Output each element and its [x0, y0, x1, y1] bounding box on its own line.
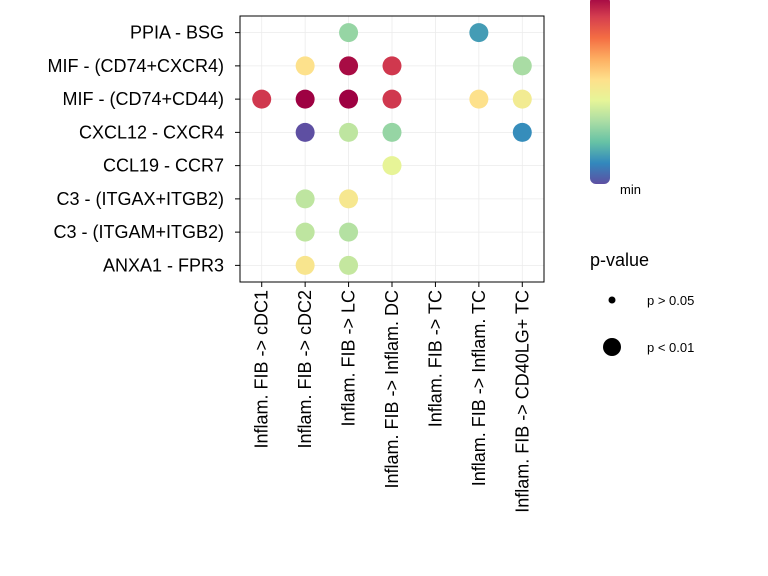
- data-point: [295, 122, 315, 142]
- y-tick-label: MIF - (CD74+CXCR4): [47, 56, 224, 76]
- y-tick-label: ANXA1 - FPR3: [103, 255, 224, 275]
- data-point: [382, 156, 402, 176]
- size-legend-label-small: p > 0.05: [647, 293, 694, 308]
- y-axis: PPIA - BSG MIF - (CD74+CXCR4) MIF - (CD74+…: [47, 23, 240, 275]
- y-tick-label: PPIA - BSG: [130, 23, 224, 43]
- x-tick-label: Inflam. FIB -> cDC2: [295, 290, 315, 449]
- data-points: [252, 23, 532, 275]
- data-point: [295, 89, 315, 109]
- data-point: [512, 56, 532, 76]
- x-axis: Inflam. FIB -> cDC1 Inflam. FIB -> cDC2 In…: [252, 282, 532, 513]
- grid: [240, 16, 544, 282]
- data-point: [382, 122, 402, 142]
- data-point: [512, 122, 532, 142]
- size-legend-label-large: p < 0.01: [647, 340, 694, 355]
- data-point: [469, 23, 489, 43]
- y-tick-label: C3 - (ITGAM+ITGB2): [53, 222, 224, 242]
- data-point: [295, 56, 315, 76]
- colorbar: [590, 0, 610, 184]
- data-point: [469, 89, 489, 109]
- data-point: [295, 255, 315, 275]
- size-legend-small-dot: [608, 296, 616, 304]
- data-point: [339, 56, 359, 76]
- x-tick-label: Inflam. FIB -> CD40LG+ TC: [512, 290, 532, 513]
- size-legend-large-dot: [603, 338, 621, 356]
- data-point: [339, 255, 359, 275]
- x-tick-label: Inflam. FIB -> TC: [425, 290, 445, 427]
- data-point: [339, 23, 359, 43]
- size-legend-title: p-value: [590, 250, 649, 270]
- data-point: [339, 122, 359, 142]
- color-legend: min: [590, 0, 641, 197]
- data-point: [252, 89, 272, 109]
- size-legend: p-value p > 0.05 p < 0.01: [590, 250, 694, 356]
- data-point: [382, 89, 402, 109]
- data-point: [295, 189, 315, 209]
- x-tick-label: Inflam. FIB -> Inflam. TC: [469, 290, 489, 486]
- y-tick-label: MIF - (CD74+CD44): [62, 89, 224, 109]
- data-point: [339, 89, 359, 109]
- y-tick-label: CCL19 - CCR7: [103, 156, 224, 176]
- y-tick-label: C3 - (ITGAX+ITGB2): [56, 189, 224, 209]
- data-point: [339, 189, 359, 209]
- x-tick-label: Inflam. FIB -> cDC1: [252, 290, 272, 449]
- data-point: [295, 222, 315, 242]
- colorbar-min-label: min: [620, 182, 641, 197]
- x-tick-label: Inflam. FIB -> Inflam. DC: [382, 290, 402, 489]
- data-point: [512, 89, 532, 109]
- data-point: [382, 56, 402, 76]
- y-tick-label: CXCL12 - CXCR4: [79, 122, 224, 142]
- data-point: [339, 222, 359, 242]
- x-tick-label: Inflam. FIB -> LC: [339, 290, 359, 427]
